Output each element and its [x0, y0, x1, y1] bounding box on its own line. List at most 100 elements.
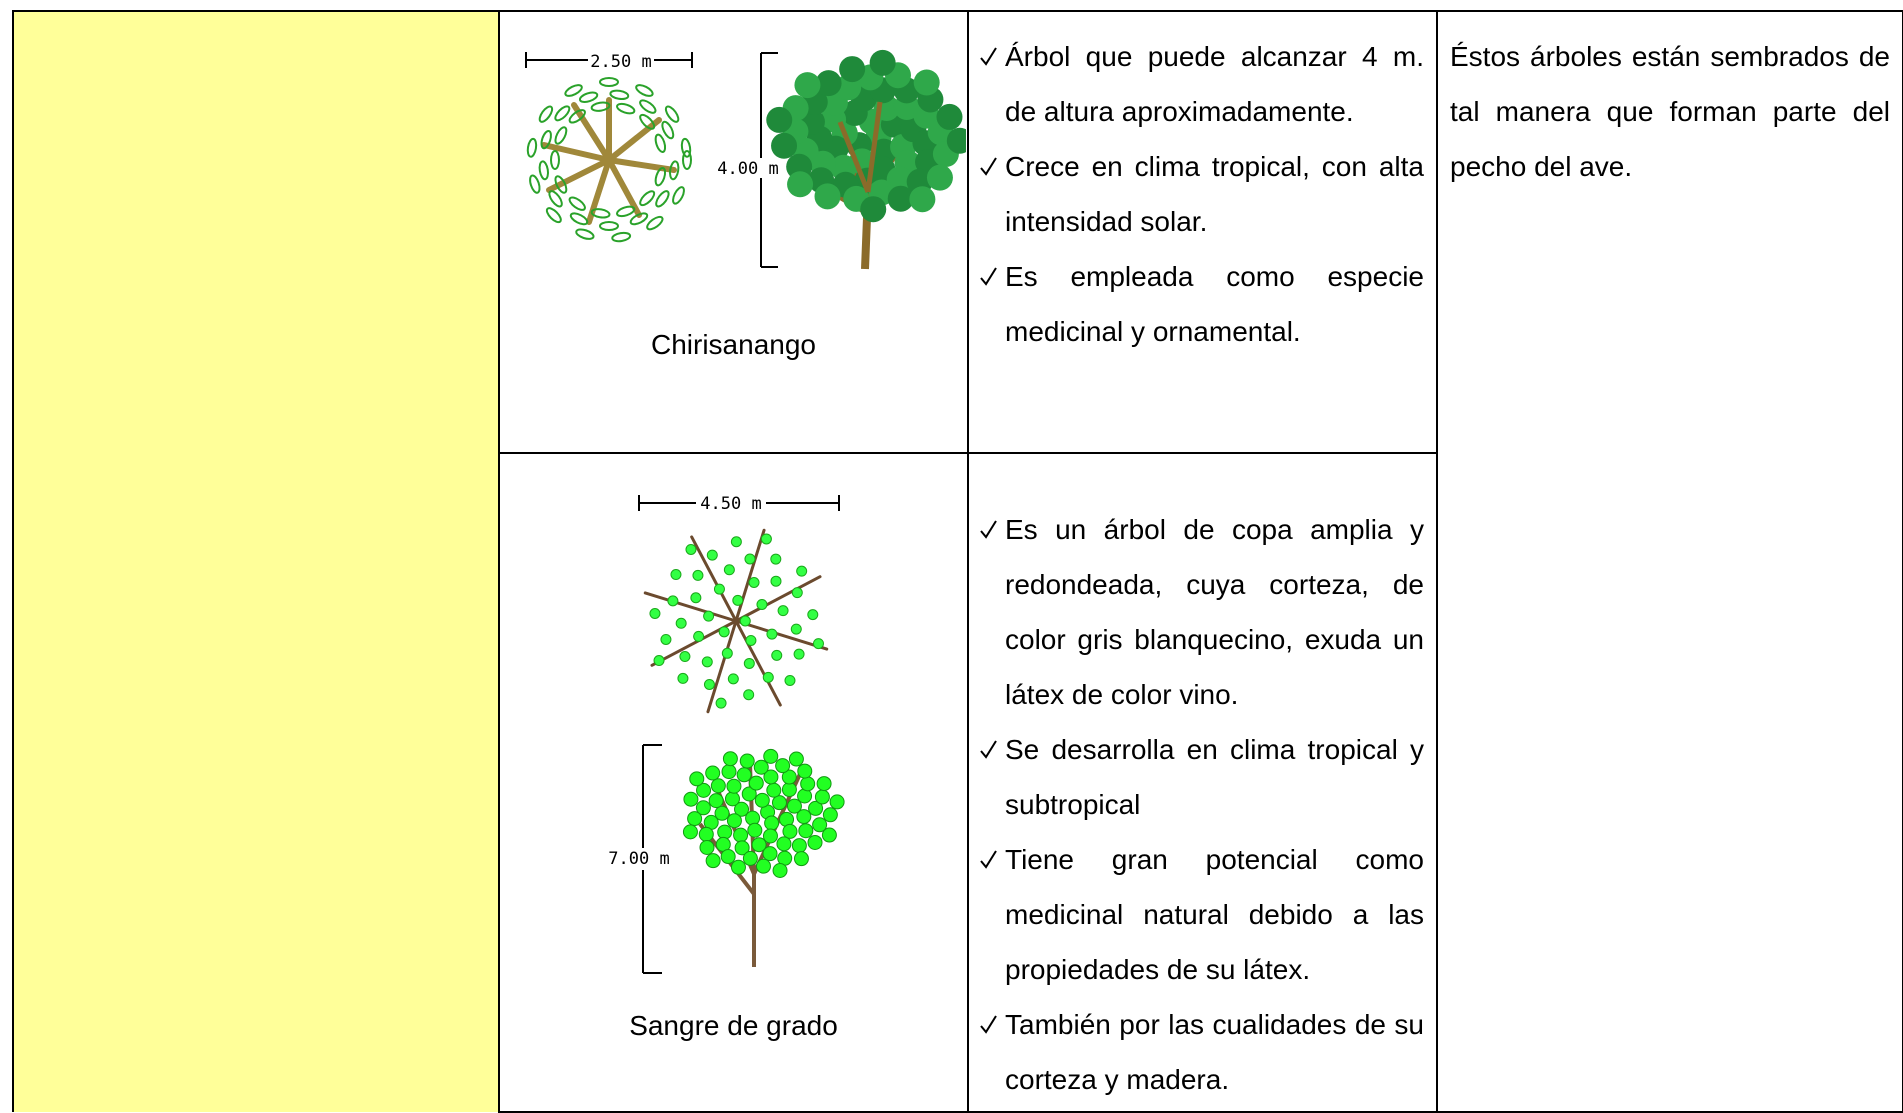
leaf [526, 137, 538, 158]
height-label: 4.00 m [717, 159, 778, 179]
yellow-cell [12, 10, 500, 1112]
flower [732, 594, 744, 606]
flower [762, 671, 774, 683]
foliage [762, 828, 778, 844]
branch [571, 102, 612, 163]
foliage [708, 793, 724, 809]
leaf [668, 160, 680, 181]
flower [743, 657, 755, 669]
foliage [721, 764, 737, 780]
check-mark [980, 267, 997, 286]
leaf [682, 150, 692, 170]
check-icon [980, 850, 997, 869]
flower [718, 626, 730, 638]
check-icon [980, 267, 997, 286]
foliage [781, 769, 797, 785]
leaf [661, 120, 675, 140]
flower [721, 647, 733, 659]
foliage [710, 778, 726, 794]
foliage [717, 824, 733, 840]
leaf [575, 228, 595, 240]
flower [766, 628, 778, 640]
foliage [754, 792, 770, 808]
check-mark [980, 850, 997, 869]
trait-text: Tiene gran potencial como medicinal natu… [1005, 844, 1424, 985]
foliage [772, 863, 788, 879]
branch [643, 591, 738, 623]
foliage [886, 166, 913, 193]
flower [796, 565, 808, 577]
foliage [782, 823, 798, 839]
leaf [568, 196, 586, 211]
leaf [611, 231, 632, 243]
flower [667, 595, 679, 607]
foliage [781, 782, 797, 798]
check-icon [980, 1015, 997, 1034]
branch [734, 619, 782, 707]
leaf [616, 102, 636, 115]
traits-list: Árbol que puede alcanzar 4 m. de altura … [969, 29, 1436, 359]
flower [745, 634, 757, 646]
foliage [683, 791, 699, 807]
flower [744, 553, 756, 565]
note-cell: Éstos árboles están sembrados de tal man… [1436, 10, 1903, 1113]
foliage [748, 775, 764, 791]
flower [771, 649, 783, 661]
leaf [569, 212, 589, 226]
leaf [554, 105, 571, 122]
trait-text: Árbol que puede alcanzar 4 m. de altura … [1005, 41, 1424, 127]
leaf [564, 84, 583, 97]
foliage [812, 817, 828, 833]
check-mark [980, 740, 997, 759]
flower [670, 569, 682, 581]
foliage [766, 106, 793, 133]
branch [706, 619, 738, 714]
foliage [909, 186, 936, 213]
foliage [730, 859, 746, 875]
foliage [808, 800, 824, 816]
flower [713, 583, 725, 595]
foliage [762, 846, 778, 862]
flower [793, 648, 805, 660]
foliage [913, 69, 940, 96]
foliage [699, 839, 715, 855]
foliage [771, 795, 787, 811]
foliage [751, 837, 767, 853]
check-icon [980, 47, 997, 66]
leaf [538, 160, 550, 181]
check-mark [980, 47, 997, 66]
foliage [682, 824, 698, 840]
leaf [545, 207, 562, 224]
foliage [722, 751, 738, 767]
trait-item: Árbol que puede alcanzar 4 m. de altura … [975, 29, 1424, 139]
foliage [755, 858, 771, 874]
foliage [714, 805, 730, 821]
leaf [680, 137, 692, 158]
plant-drawing-cell: 2.50 m 4.00 m Chirisanango [498, 10, 969, 454]
sangre-de-grado-drawing: 4.50 m 7.00 m [604, 493, 845, 974]
flower [706, 549, 718, 561]
width-label: 4.50 m [700, 494, 761, 514]
leaf [635, 84, 654, 97]
leaf [654, 167, 667, 187]
trait-text: Es un árbol de copa amplia y redondeada,… [1005, 514, 1424, 710]
foliage [797, 763, 813, 779]
foliage [887, 185, 914, 212]
leaf [639, 113, 656, 130]
height-label: 7.00 m [608, 849, 669, 869]
leaf [639, 190, 656, 207]
flower [649, 607, 661, 619]
leaf [654, 133, 667, 153]
width-label: 2.50 m [590, 52, 651, 72]
foliage [764, 815, 780, 831]
flower [703, 610, 715, 622]
foliage [695, 800, 711, 816]
plant-drawing-cell: 4.50 m 7.00 m Sangre de grado [498, 452, 969, 1113]
traits-cell: Es un árbol de copa amplia y redondeada,… [967, 452, 1438, 1113]
foliage [796, 809, 812, 825]
foliage [936, 103, 963, 130]
leaf [548, 190, 563, 208]
trait-text: También por las cualidades de su corteza… [1005, 1009, 1424, 1095]
foliage [771, 132, 798, 159]
